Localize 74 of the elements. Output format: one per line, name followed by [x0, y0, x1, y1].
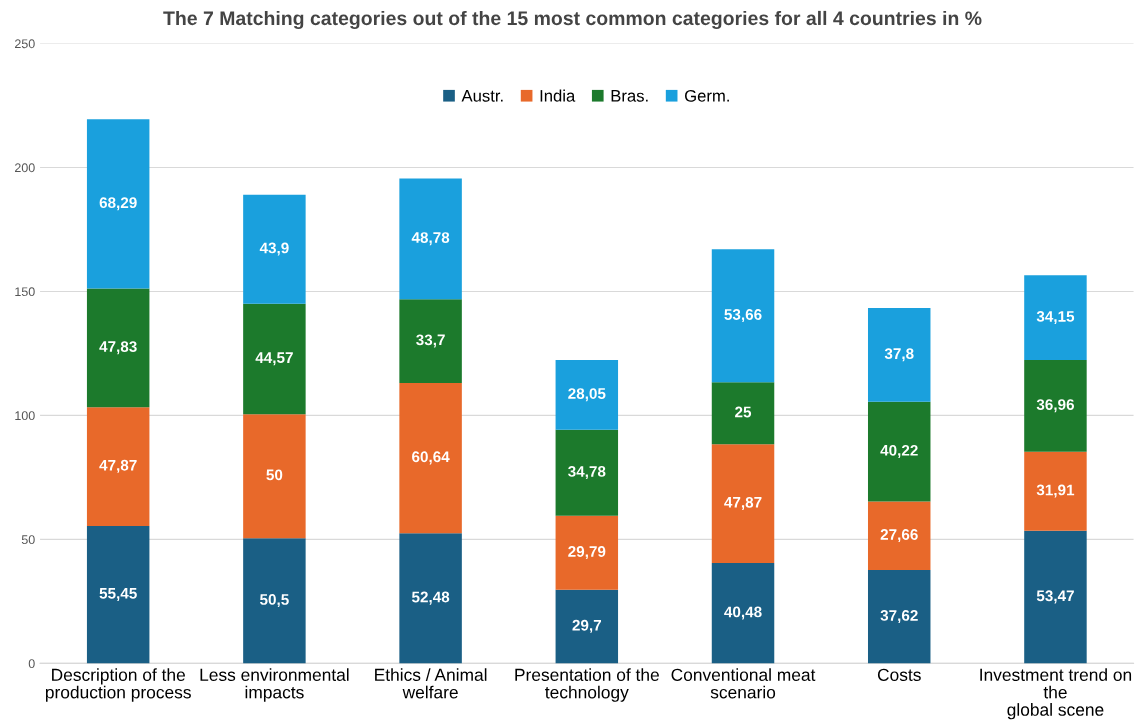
data-label: 44,57	[255, 352, 293, 366]
data-label: 34,78	[568, 466, 606, 480]
data-label: 48,78	[411, 232, 450, 246]
bar	[399, 533, 462, 664]
bar	[86, 288, 150, 408]
chart-title: The 7 Matching categories out of the 15 most common categories for all 4 countries in %	[163, 10, 982, 30]
bar	[867, 570, 931, 664]
data-label: 37,62	[880, 610, 918, 624]
data-label: 40,48	[724, 606, 762, 620]
x-tick-label: Description of the production process	[45, 668, 191, 702]
bar	[711, 382, 775, 445]
x-tick-label: Less environmental impacts	[200, 668, 349, 702]
bar	[555, 589, 619, 664]
y-tick-label: 0	[28, 659, 35, 669]
bar	[399, 178, 462, 300]
x-tick-label: Investment trend on the global scene	[980, 668, 1132, 720]
bar	[243, 194, 306, 304]
legend-label: Bras.	[611, 90, 648, 102]
bar	[86, 119, 150, 289]
bar	[86, 407, 150, 526]
bar	[555, 360, 619, 430]
bar	[243, 414, 306, 539]
bar	[243, 538, 306, 664]
bar	[555, 429, 619, 516]
y-tick-label: 150	[15, 287, 35, 297]
data-label: 68,29	[99, 197, 137, 211]
data-label: 37,8	[884, 348, 914, 362]
x-tick-label: Ethics / Animal welfare	[375, 668, 487, 699]
data-label: 47,83	[99, 341, 137, 355]
data-label: 53,47	[1036, 590, 1074, 604]
data-label: 40,22	[880, 444, 918, 458]
y-tick-label: 50	[21, 535, 35, 545]
bar	[711, 563, 775, 664]
data-label: 43,9	[259, 242, 289, 256]
data-label: 28,05	[568, 388, 606, 402]
bar	[555, 515, 619, 590]
data-label: 50	[266, 469, 283, 481]
data-label: 27,66	[880, 529, 918, 543]
legend-label: Germ.	[684, 89, 729, 102]
bar	[1024, 275, 1087, 361]
y-tick-label: 200	[14, 163, 35, 173]
data-label: 47,87	[724, 496, 762, 510]
data-label: 53,66	[724, 309, 762, 323]
bar	[711, 249, 775, 383]
data-label: 47,87	[99, 459, 137, 473]
bar	[399, 382, 462, 534]
data-label: 52,48	[411, 591, 450, 605]
data-label: 34,15	[1036, 310, 1075, 325]
y-tick-label: 100	[15, 411, 35, 421]
x-tick-label: Costs	[877, 668, 921, 681]
data-label: 31,91	[1036, 484, 1075, 498]
data-label: 36,96	[1036, 399, 1075, 413]
data-label: 33,7	[416, 334, 445, 348]
y-tick-label: 250	[14, 39, 35, 49]
x-tick-label: Conventional meat scenario	[671, 668, 816, 699]
data-label: 55,45	[99, 588, 137, 601]
bar	[243, 303, 306, 415]
data-label: 50,5	[260, 594, 289, 608]
bar	[711, 444, 775, 563]
data-label: 29,79	[568, 546, 606, 560]
legend-label: Austr.	[461, 90, 503, 102]
legend-label: India	[540, 89, 576, 102]
bar	[399, 299, 462, 383]
bar	[867, 308, 931, 402]
data-label: 29,7	[572, 619, 602, 633]
bar	[86, 525, 150, 664]
bar	[1024, 451, 1087, 531]
data-label: 60,64	[412, 451, 450, 465]
bar	[867, 501, 931, 571]
x-tick-label: Presentation of the technology	[515, 668, 659, 702]
bar	[1024, 530, 1087, 664]
bar	[1024, 360, 1087, 452]
bar	[867, 401, 931, 502]
data-label: 25	[735, 406, 752, 418]
